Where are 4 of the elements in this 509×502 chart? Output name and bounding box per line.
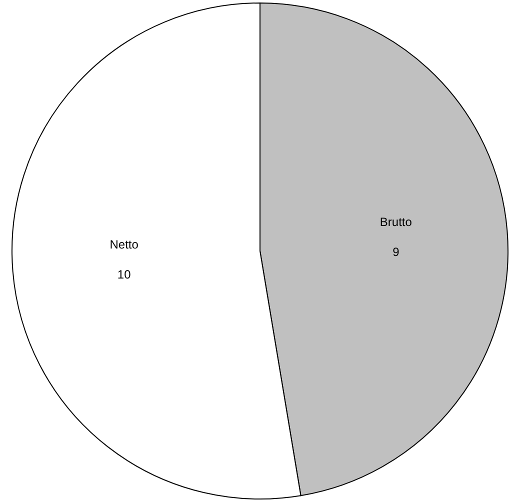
data-label: 9 (392, 244, 400, 259)
slice-label: Netto (110, 237, 139, 252)
slice-label: Brutto (380, 214, 412, 229)
data-label: 10 (117, 267, 132, 282)
